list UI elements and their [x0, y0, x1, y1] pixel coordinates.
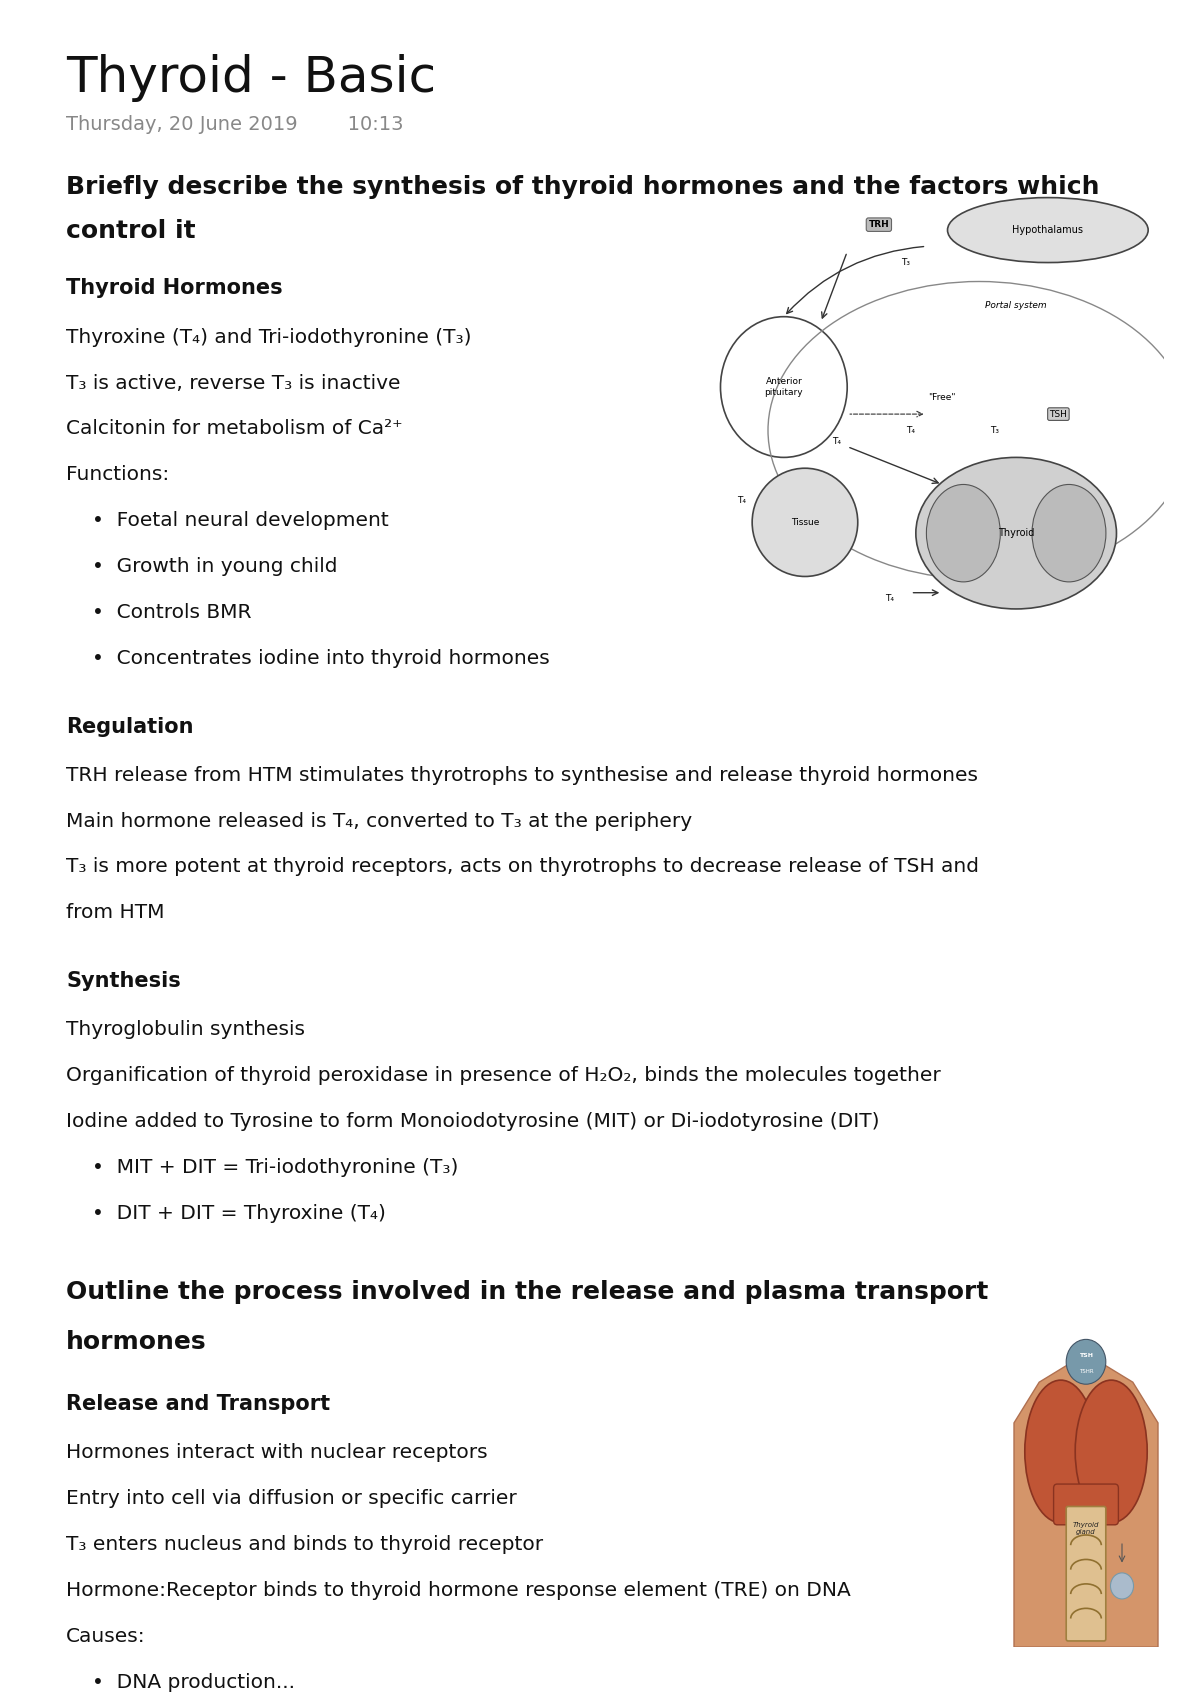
Ellipse shape [926, 484, 1001, 582]
Text: Thyroxine (T₄) and Tri-iodothyronine (T₃): Thyroxine (T₄) and Tri-iodothyronine (T₃… [66, 328, 472, 346]
Text: Tissue: Tissue [791, 518, 820, 526]
Text: T₃ is active, reverse T₃ is inactive: T₃ is active, reverse T₃ is inactive [66, 374, 401, 392]
Text: from HTM: from HTM [66, 903, 164, 922]
Ellipse shape [1032, 484, 1106, 582]
Text: Thyroid
gland: Thyroid gland [1073, 1523, 1099, 1535]
Text: Thyroid Hormones: Thyroid Hormones [66, 278, 283, 299]
Circle shape [1067, 1340, 1106, 1384]
Text: T₄: T₄ [906, 426, 916, 435]
Text: Hormones interact with nuclear receptors: Hormones interact with nuclear receptors [66, 1443, 487, 1462]
Text: •  Foetal neural development: • Foetal neural development [92, 511, 389, 530]
Text: Thyroglobulin synthesis: Thyroglobulin synthesis [66, 1020, 305, 1039]
Text: T₃ enters nucleus and binds to thyroid receptor: T₃ enters nucleus and binds to thyroid r… [66, 1535, 544, 1554]
Text: T₄: T₄ [832, 436, 841, 445]
Text: Regulation: Regulation [66, 717, 193, 737]
Text: hormones: hormones [66, 1330, 206, 1353]
Polygon shape [1014, 1353, 1158, 1647]
Text: T₃: T₃ [901, 258, 910, 267]
Text: T₄: T₄ [737, 496, 746, 506]
Text: Causes:: Causes: [66, 1627, 145, 1645]
Text: Synthesis: Synthesis [66, 971, 181, 992]
Text: TSH: TSH [1079, 1353, 1093, 1358]
Text: TRH: TRH [869, 221, 889, 229]
Text: control it: control it [66, 219, 196, 243]
Text: TSHR: TSHR [1079, 1370, 1093, 1374]
Ellipse shape [1075, 1380, 1147, 1523]
Text: Briefly describe the synthesis of thyroid hormones and the factors which: Briefly describe the synthesis of thyroi… [66, 175, 1099, 199]
FancyBboxPatch shape [1067, 1506, 1106, 1640]
Ellipse shape [1025, 1380, 1097, 1523]
Ellipse shape [916, 457, 1116, 610]
Text: •  MIT + DIT = Tri-iodothyronine (T₃): • MIT + DIT = Tri-iodothyronine (T₃) [92, 1158, 458, 1177]
Text: •  Growth in young child: • Growth in young child [92, 557, 338, 576]
Text: Thyroid: Thyroid [998, 528, 1034, 538]
Text: •  Controls BMR: • Controls BMR [92, 603, 252, 621]
Text: Thyroid - Basic: Thyroid - Basic [66, 54, 436, 102]
Ellipse shape [948, 197, 1148, 263]
Text: Hypothalamus: Hypothalamus [1013, 226, 1084, 234]
Text: Main hormone released is T₄, converted to T₃ at the periphery: Main hormone released is T₄, converted t… [66, 812, 692, 830]
Text: Calcitonin for metabolism of Ca²⁺: Calcitonin for metabolism of Ca²⁺ [66, 419, 403, 438]
Text: •  DNA production...: • DNA production... [92, 1673, 295, 1691]
Text: T₄: T₄ [884, 594, 894, 603]
Text: Portal system: Portal system [985, 301, 1046, 311]
FancyBboxPatch shape [1054, 1484, 1118, 1525]
Text: Iodine added to Tyrosine to form Monoiodotyrosine (MIT) or Di-iodotyrosine (DIT): Iodine added to Tyrosine to form Monoiod… [66, 1112, 880, 1131]
Text: T₃: T₃ [990, 426, 1000, 435]
Text: TRH release from HTM stimulates thyrotrophs to synthesise and release thyroid ho: TRH release from HTM stimulates thyrotro… [66, 766, 978, 784]
Text: Release and Transport: Release and Transport [66, 1394, 330, 1414]
Text: Anterior
pituitary: Anterior pituitary [764, 377, 803, 397]
Text: TSH: TSH [1050, 409, 1067, 419]
Text: "Free": "Free" [929, 394, 956, 402]
Text: •  DIT + DIT = Thyroxine (T₄): • DIT + DIT = Thyroxine (T₄) [92, 1204, 386, 1223]
Circle shape [1110, 1572, 1134, 1600]
Text: Hormone:Receptor binds to thyroid hormone response element (TRE) on DNA: Hormone:Receptor binds to thyroid hormon… [66, 1581, 851, 1600]
Text: T₃ is more potent at thyroid receptors, acts on thyrotrophs to decrease release : T₃ is more potent at thyroid receptors, … [66, 857, 979, 876]
Text: Organification of thyroid peroxidase in presence of H₂O₂, binds the molecules to: Organification of thyroid peroxidase in … [66, 1066, 941, 1085]
Text: •  Concentrates iodine into thyroid hormones: • Concentrates iodine into thyroid hormo… [92, 649, 550, 667]
Text: Thursday, 20 June 2019        10:13: Thursday, 20 June 2019 10:13 [66, 115, 403, 134]
Text: Outline the process involved in the release and plasma transport: Outline the process involved in the rele… [66, 1280, 989, 1304]
Circle shape [752, 469, 858, 577]
Text: Functions:: Functions: [66, 465, 169, 484]
Text: Entry into cell via diffusion or specific carrier: Entry into cell via diffusion or specifi… [66, 1489, 517, 1508]
